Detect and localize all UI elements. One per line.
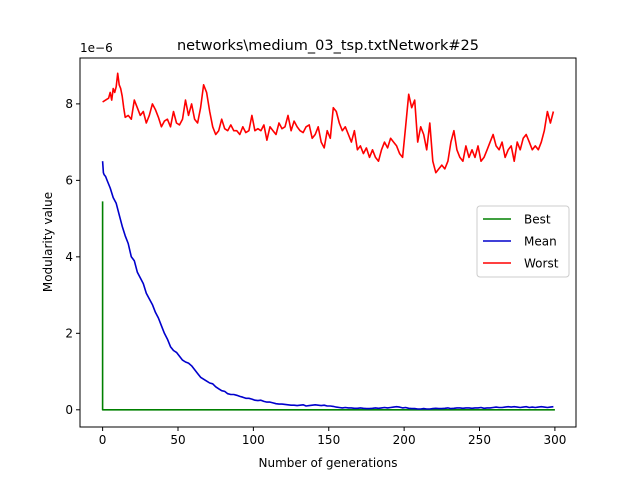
series-line-worst	[102, 72, 555, 174]
y-tick-label: 4	[65, 250, 73, 264]
y-tick-label: 2	[65, 326, 73, 340]
x-tick-label: 100	[242, 433, 265, 447]
x-tick-label: 0	[99, 433, 107, 447]
legend-label-mean: Mean	[524, 235, 557, 249]
x-tick-label: 250	[468, 433, 491, 447]
legend-box	[476, 205, 570, 278]
series-layer	[101, 72, 555, 411]
y-tick-label: 6	[65, 173, 73, 187]
legend-label-worst: Worst	[524, 257, 559, 271]
y-axis-label: Modularity value	[41, 192, 55, 292]
x-tick-label: 300	[543, 433, 566, 447]
y-ticks: 0 2 4 6 8	[65, 97, 80, 417]
legend: Best Mean Worst	[476, 205, 570, 278]
x-ticks: 0 50 100 150 200 250 300	[99, 427, 566, 447]
y-tick-label: 8	[65, 97, 73, 111]
x-tick-label: 50	[170, 433, 185, 447]
series-line-mean	[101, 161, 554, 410]
x-tick-label: 200	[393, 433, 416, 447]
y-scale-multiplier: 1e−6	[80, 41, 113, 55]
legend-label-best: Best	[524, 213, 551, 227]
axes-frame	[79, 57, 577, 428]
chart-title: networks\medium_03_tsp.txtNetwork#25	[177, 38, 479, 54]
x-axis-label: Number of generations	[259, 456, 398, 470]
series-line-best	[101, 201, 555, 411]
x-tick-label: 150	[317, 433, 340, 447]
y-tick-label: 0	[65, 403, 73, 417]
